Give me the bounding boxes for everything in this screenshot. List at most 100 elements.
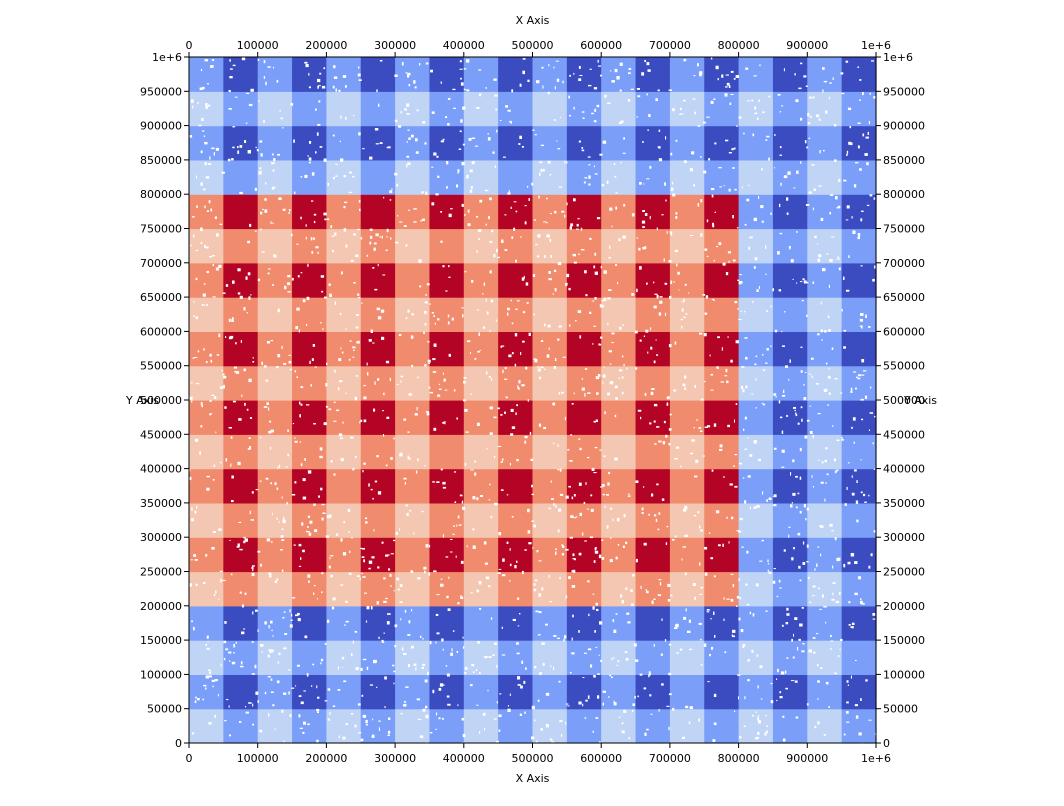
speckle bbox=[758, 715, 760, 717]
speckle bbox=[252, 357, 254, 359]
speckle bbox=[723, 185, 725, 187]
speckle bbox=[194, 438, 199, 442]
speckle bbox=[643, 486, 645, 488]
speckle bbox=[340, 158, 344, 162]
speckle bbox=[218, 333, 221, 337]
speckle bbox=[622, 545, 625, 548]
speckle bbox=[855, 660, 857, 661]
speckle bbox=[338, 381, 341, 383]
speckle bbox=[261, 361, 263, 366]
speckle bbox=[584, 652, 587, 654]
speckle bbox=[861, 418, 864, 421]
speckle bbox=[233, 366, 237, 369]
speckle bbox=[658, 440, 662, 443]
speckle bbox=[611, 225, 613, 228]
speckle bbox=[361, 694, 364, 697]
speckle bbox=[829, 82, 832, 84]
speckle bbox=[338, 433, 343, 437]
heatmap-cell bbox=[498, 228, 534, 264]
speckle bbox=[847, 107, 852, 111]
heatmap-cell bbox=[807, 708, 843, 744]
speckle bbox=[239, 591, 242, 594]
speckle bbox=[746, 603, 750, 606]
speckle bbox=[355, 667, 359, 671]
speckle bbox=[662, 441, 666, 445]
speckle bbox=[192, 216, 195, 218]
speckle bbox=[770, 682, 773, 685]
heatmap-cell bbox=[772, 708, 808, 744]
heatmap-cell bbox=[772, 502, 808, 538]
heatmap-cell bbox=[463, 605, 499, 641]
speckle bbox=[325, 383, 328, 387]
speckle bbox=[519, 83, 522, 87]
speckle bbox=[806, 146, 809, 149]
speckle bbox=[407, 129, 410, 131]
heatmap-cell bbox=[395, 194, 431, 230]
speckle bbox=[818, 254, 822, 258]
speckle bbox=[563, 638, 565, 642]
speckle bbox=[424, 311, 427, 314]
speckle bbox=[348, 572, 352, 575]
speckle bbox=[316, 598, 319, 600]
speckle bbox=[501, 574, 506, 577]
heatmap-cell bbox=[360, 159, 396, 195]
speckle bbox=[193, 627, 195, 631]
speckle bbox=[557, 529, 560, 533]
heatmap-cell bbox=[498, 91, 534, 127]
speckle bbox=[638, 247, 641, 251]
speckle bbox=[387, 730, 391, 734]
speckle bbox=[581, 111, 585, 113]
speckle bbox=[794, 73, 796, 76]
speckle bbox=[802, 643, 805, 645]
speckle bbox=[594, 252, 597, 256]
speckle bbox=[199, 451, 201, 455]
speckle bbox=[218, 598, 220, 600]
heatmap-cell bbox=[669, 228, 705, 264]
speckle bbox=[320, 487, 323, 491]
speckle bbox=[628, 493, 630, 495]
speckle bbox=[231, 317, 234, 320]
speckle bbox=[781, 395, 786, 397]
speckle bbox=[735, 403, 738, 405]
speckle bbox=[630, 589, 633, 592]
heatmap-cell bbox=[669, 571, 705, 607]
speckle bbox=[312, 663, 315, 666]
speckle bbox=[754, 112, 758, 114]
speckle bbox=[349, 171, 352, 174]
speckle bbox=[817, 663, 819, 667]
speckle bbox=[609, 363, 612, 365]
y-tick-label-right: 400000 bbox=[883, 463, 925, 476]
speckle bbox=[308, 86, 311, 89]
speckle bbox=[705, 295, 709, 299]
speckle bbox=[669, 413, 672, 416]
speckle bbox=[779, 587, 782, 589]
speckle bbox=[802, 562, 806, 565]
speckle bbox=[408, 209, 410, 211]
speckle bbox=[513, 201, 517, 203]
speckle bbox=[341, 271, 343, 275]
speckle bbox=[743, 132, 745, 135]
speckle bbox=[521, 384, 525, 387]
heatmap-cell bbox=[635, 640, 671, 675]
speckle bbox=[427, 359, 431, 363]
speckle bbox=[519, 613, 521, 615]
speckle bbox=[281, 345, 283, 349]
speckle bbox=[413, 532, 415, 535]
speckle bbox=[559, 116, 561, 118]
speckle bbox=[537, 634, 541, 636]
speckle bbox=[251, 641, 254, 643]
speckle bbox=[591, 112, 594, 115]
speckle bbox=[647, 351, 649, 354]
speckle bbox=[516, 459, 519, 462]
speckle bbox=[394, 120, 398, 122]
speckle bbox=[694, 475, 698, 478]
speckle bbox=[674, 249, 678, 253]
heatmap-cell bbox=[669, 434, 705, 470]
speckle bbox=[306, 673, 309, 677]
speckle bbox=[489, 329, 491, 333]
speckle bbox=[494, 165, 496, 168]
speckle bbox=[281, 496, 283, 499]
heatmap-cell bbox=[463, 297, 499, 332]
speckle bbox=[792, 492, 796, 496]
